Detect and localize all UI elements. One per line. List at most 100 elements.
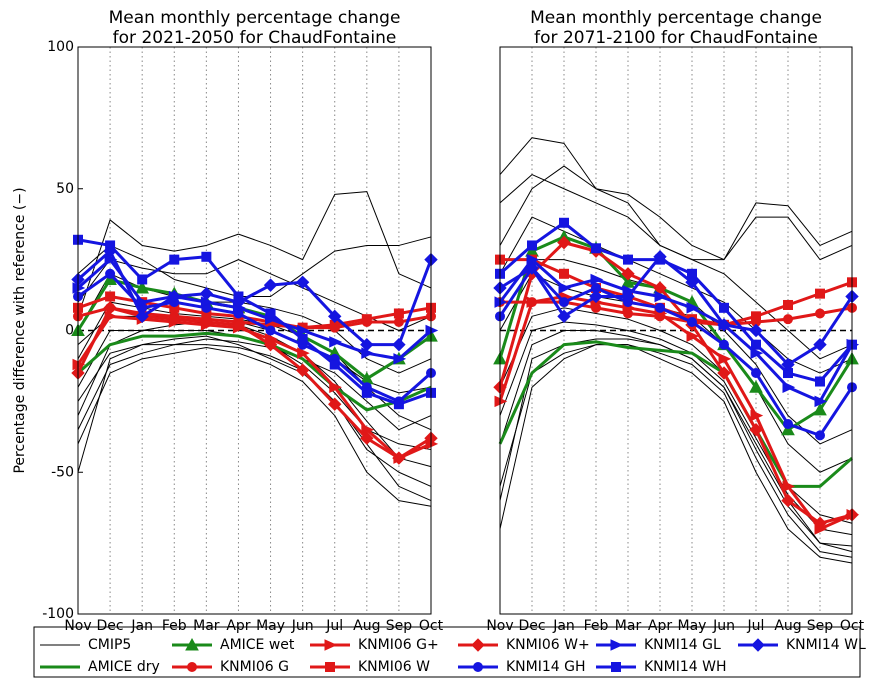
ensemble-line [499,344,853,564]
x-tick-label: Apr [226,618,250,634]
legend-marker [471,638,485,652]
series-marker [135,309,149,324]
series-marker [686,330,700,342]
y-axis-label: Percentage difference with reference (−) [12,187,28,473]
series-marker [815,308,825,319]
series-line [498,294,853,531]
series-marker [781,493,795,508]
x-tick-label: Jan [130,618,153,634]
series-marker [328,397,342,411]
x-tick-label: Oct [419,618,444,634]
series-marker [360,337,374,352]
series-line [76,314,432,460]
series-marker [297,324,310,337]
legend-label: CMIP5 [88,637,131,653]
series-marker [393,308,404,319]
series-marker [621,275,635,288]
series-line [499,255,854,367]
series-marker [559,217,569,228]
series-marker [783,419,793,430]
x-tick-label: Nov [64,618,91,634]
series-marker [589,289,603,304]
series-marker [263,278,278,292]
series-marker [137,274,148,285]
y-tick-label: 50 [56,181,74,197]
series-marker [815,430,825,441]
legend-marker [187,662,197,672]
series-marker [559,268,569,279]
series-marker [297,347,310,359]
series-marker [621,289,635,304]
series-marker [814,395,828,408]
legend-marker [325,662,335,672]
series-marker [297,334,308,345]
series-marker [813,516,827,530]
series-marker [813,337,827,352]
legend-label: AMICE dry [88,659,160,675]
legend-label: KNMI14 GL [644,637,721,653]
series-marker [527,240,537,251]
series-marker [815,288,825,299]
series-marker [265,308,276,319]
series-marker [717,366,731,380]
series-marker [103,244,117,258]
series-marker [813,402,827,416]
plot-frame [77,46,432,615]
legend-label: KNMI14 WH [644,659,727,675]
series-marker [105,291,116,302]
series-marker [329,381,342,393]
y-tick-label: 100 [47,39,74,55]
x-tick-label: Jun [291,618,314,634]
series-marker [590,273,604,286]
x-tick-label: Nov [486,618,513,634]
series-marker [263,337,278,352]
series-line [77,258,432,361]
series-marker [329,336,342,348]
series-marker [717,318,731,332]
series-line [77,238,432,406]
legend-label: KNMI14 WL [786,637,866,653]
series-marker [392,451,406,465]
x-tick-label: Jun [712,618,735,634]
series-marker [557,309,571,324]
series-line [77,331,432,412]
series-marker [686,302,700,314]
ensemble-line [77,321,432,468]
chart-title: Mean monthly percentage change [530,8,822,28]
legend-marker [610,639,624,651]
x-tick-label: May [678,618,707,634]
y-tick-label: -50 [51,464,74,480]
series-marker [559,297,569,308]
series-marker [393,353,407,365]
x-tick-label: Feb [584,618,609,634]
series-marker [328,309,342,324]
series-marker [781,422,795,436]
series-marker [591,243,601,254]
legend-marker [751,638,765,652]
legend-label: KNMI06 W [358,659,430,675]
series-marker [525,261,539,275]
x-tick-label: Mar [193,618,220,634]
y-tick-label: -100 [42,606,74,622]
series-marker [231,295,246,309]
ensemble-line [499,344,853,558]
series-line [498,241,853,525]
series-marker [815,376,825,387]
series-marker [329,359,340,370]
series-marker [655,302,665,313]
x-tick-label: Sep [807,618,834,634]
series-marker [231,318,246,332]
series-marker [623,254,633,265]
series-line [498,266,854,437]
legend-marker [473,662,483,672]
series-marker [360,431,374,445]
series-marker [749,380,763,393]
legend-label: KNMI14 GH [506,659,586,675]
series-marker [654,290,668,303]
chart-title: Mean monthly percentage change [109,8,401,28]
x-tick-label: Feb [162,618,187,634]
series-marker [782,381,796,393]
legend-label: KNMI06 W+ [506,637,590,653]
series-marker [526,296,540,308]
